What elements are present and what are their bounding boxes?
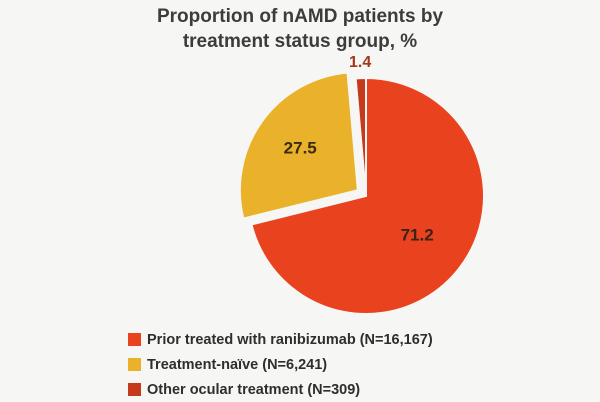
pie-slice-prior-treated: [250, 76, 485, 315]
legend-item-treatment-naive: Treatment-naïve (N=6,241): [128, 352, 433, 377]
pie-slice-treatment-naive: [238, 71, 359, 220]
legend-swatch-treatment-naive: [128, 358, 141, 371]
chart-title: Proportion of nAMD patients by treatment…: [100, 4, 500, 54]
chart-title-line-2: treatment status group, %: [182, 31, 418, 52]
legend: Prior treated with ranibizumab (N=16,167…: [128, 327, 433, 402]
pie-slice-other-ocular: [354, 76, 367, 197]
pie-value-label-treatment-naive: 27.5: [284, 139, 317, 158]
legend-swatch-other-ocular: [128, 383, 141, 396]
legend-item-prior-treated: Prior treated with ranibizumab (N=16,167…: [128, 327, 433, 352]
chart-title-line-1: Proportion of nAMD patients by: [156, 6, 444, 27]
legend-swatch-prior-treated: [128, 333, 141, 346]
legend-item-other-ocular: Other ocular treatment (N=309): [128, 377, 433, 402]
legend-label-prior-treated: Prior treated with ranibizumab (N=16,167…: [147, 331, 433, 348]
pie-slices: [238, 71, 485, 315]
pie-value-label-other-ocular: 1.4: [349, 54, 371, 71]
legend-label-other-ocular: Other ocular treatment (N=309): [147, 381, 361, 398]
pie-value-labels: 71.2 27.5 1.4: [284, 54, 434, 244]
legend-label-treatment-naive: Treatment-naïve (N=6,241): [147, 356, 328, 373]
pie-value-label-prior-treated: 71.2: [401, 225, 434, 244]
